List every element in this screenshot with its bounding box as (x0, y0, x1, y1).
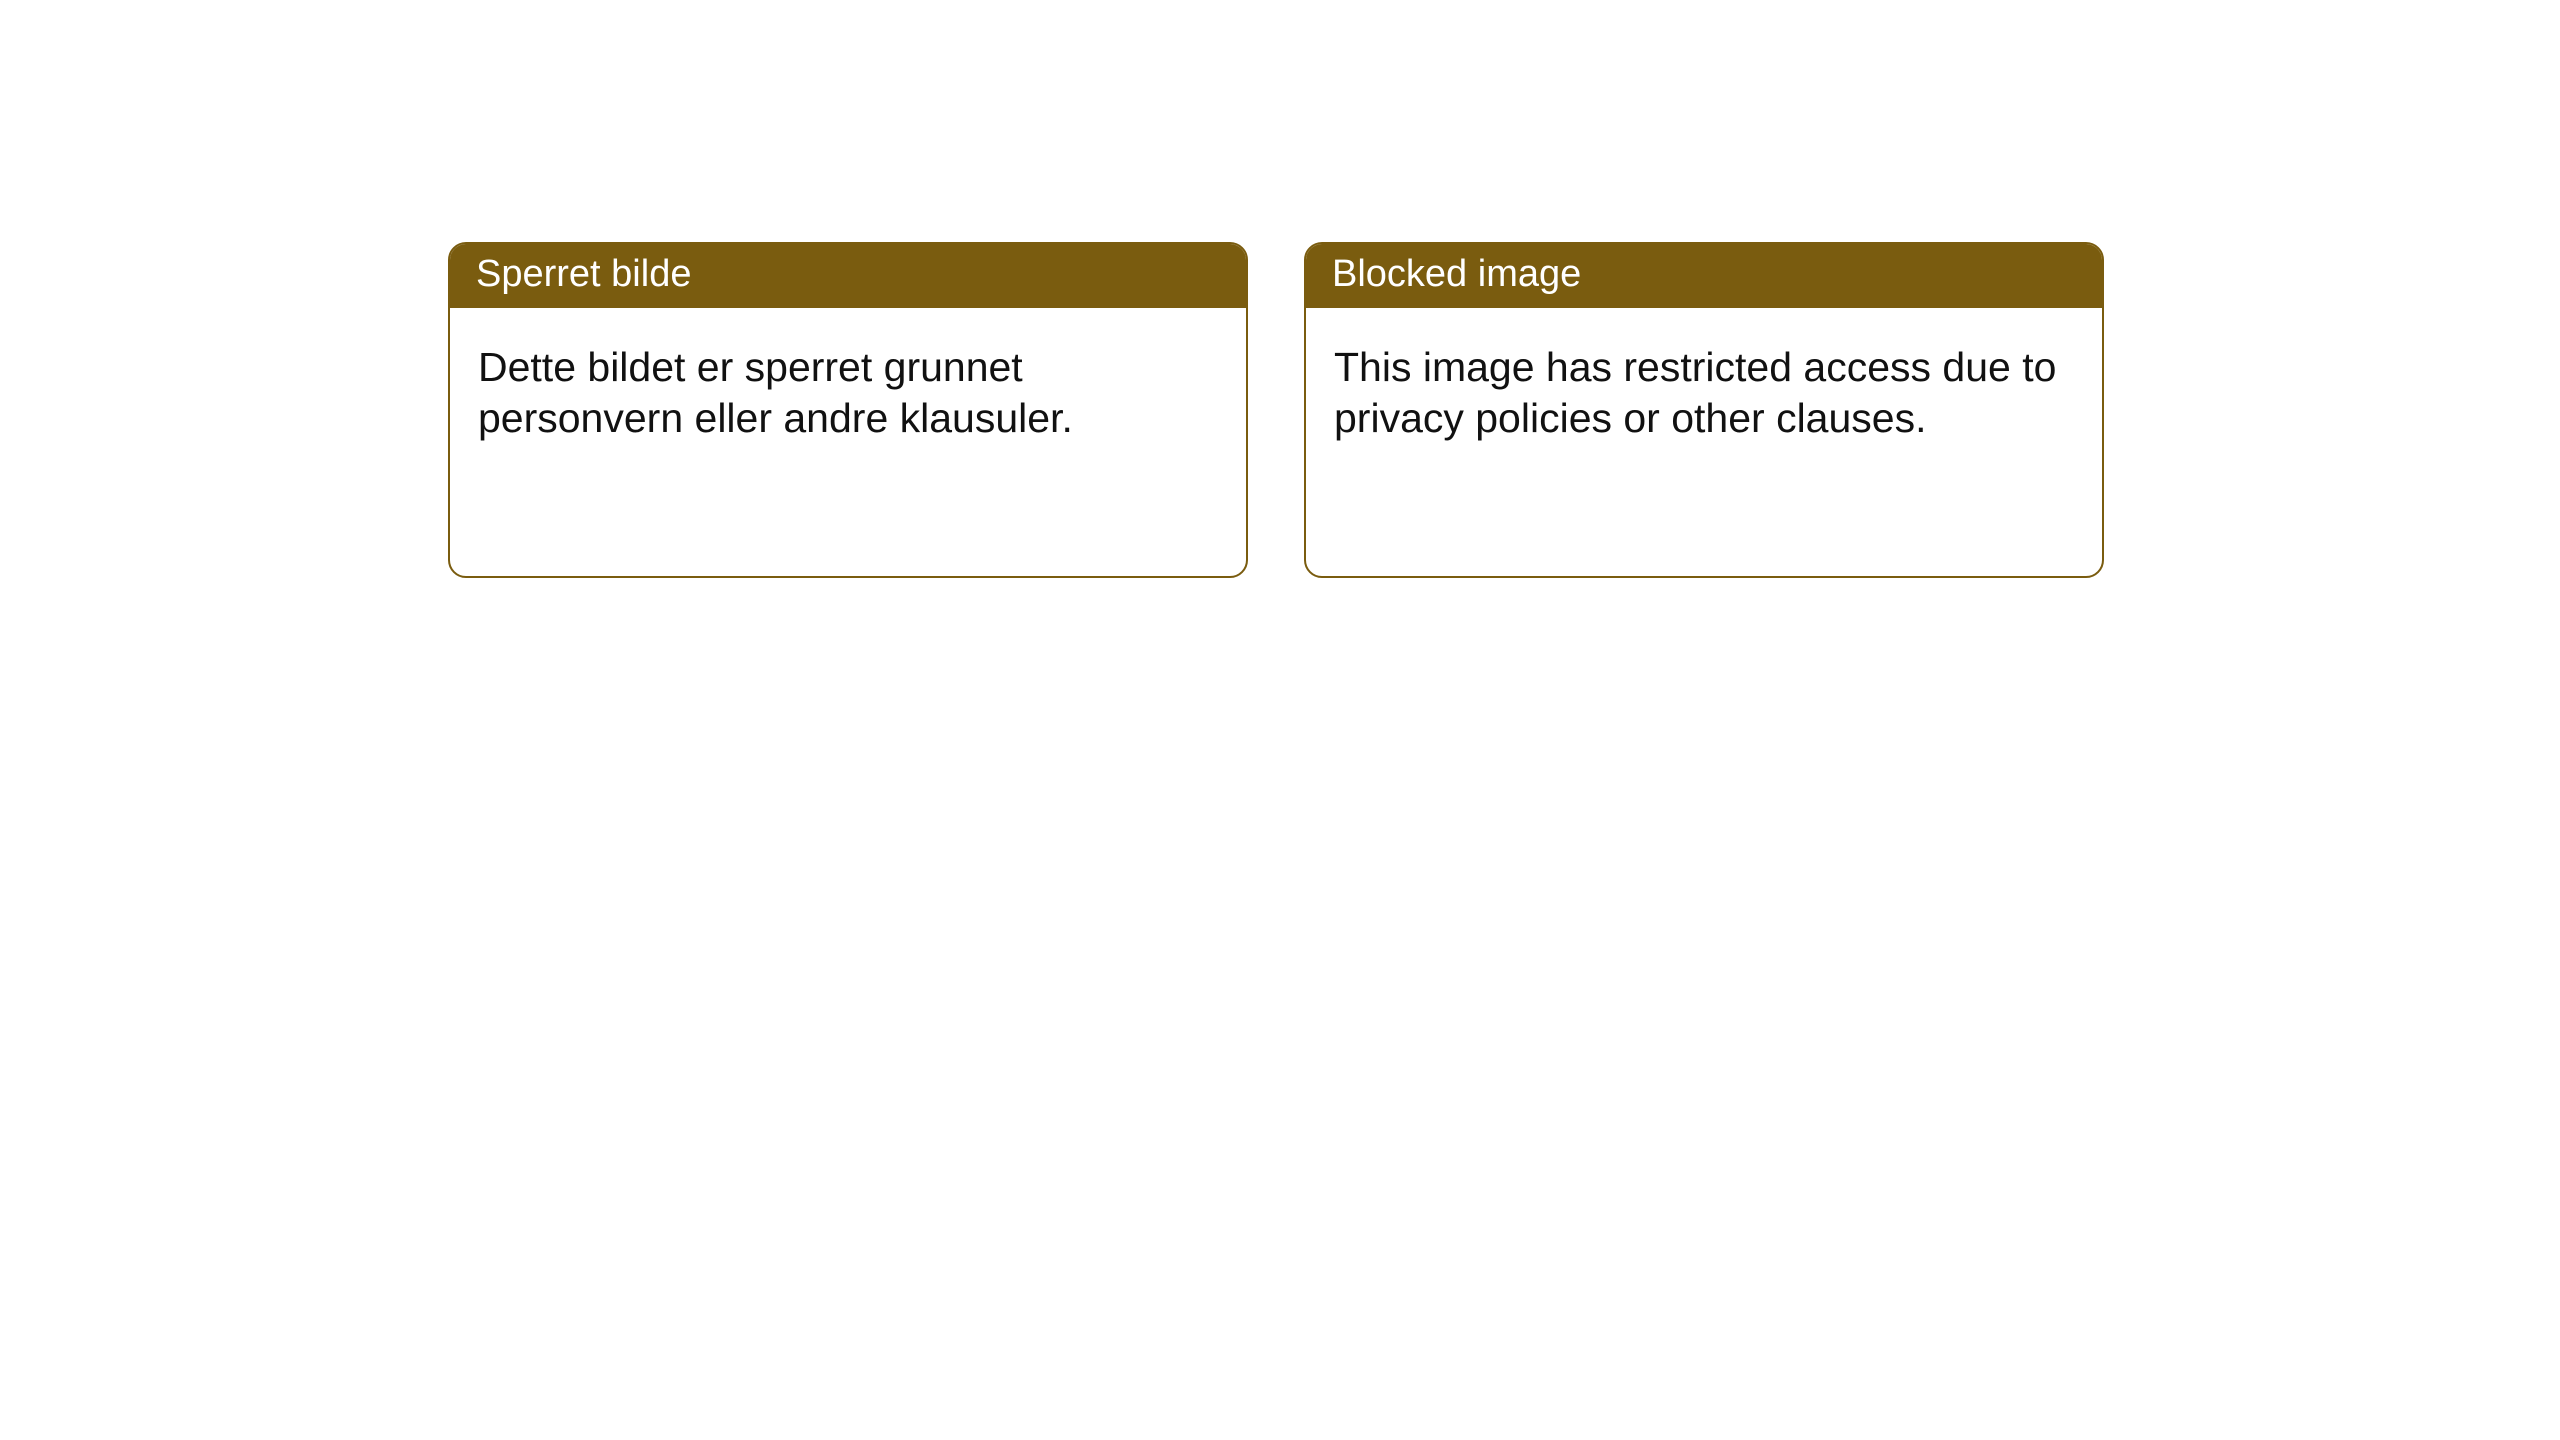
notice-body-no: Dette bildet er sperret grunnet personve… (450, 308, 1246, 465)
notice-card-no: Sperret bilde Dette bildet er sperret gr… (448, 242, 1248, 578)
notice-header-en: Blocked image (1306, 244, 2102, 308)
notice-body-en: This image has restricted access due to … (1306, 308, 2102, 465)
notice-header-no: Sperret bilde (450, 244, 1246, 308)
notice-card-en: Blocked image This image has restricted … (1304, 242, 2104, 578)
notice-container: Sperret bilde Dette bildet er sperret gr… (448, 242, 2104, 578)
